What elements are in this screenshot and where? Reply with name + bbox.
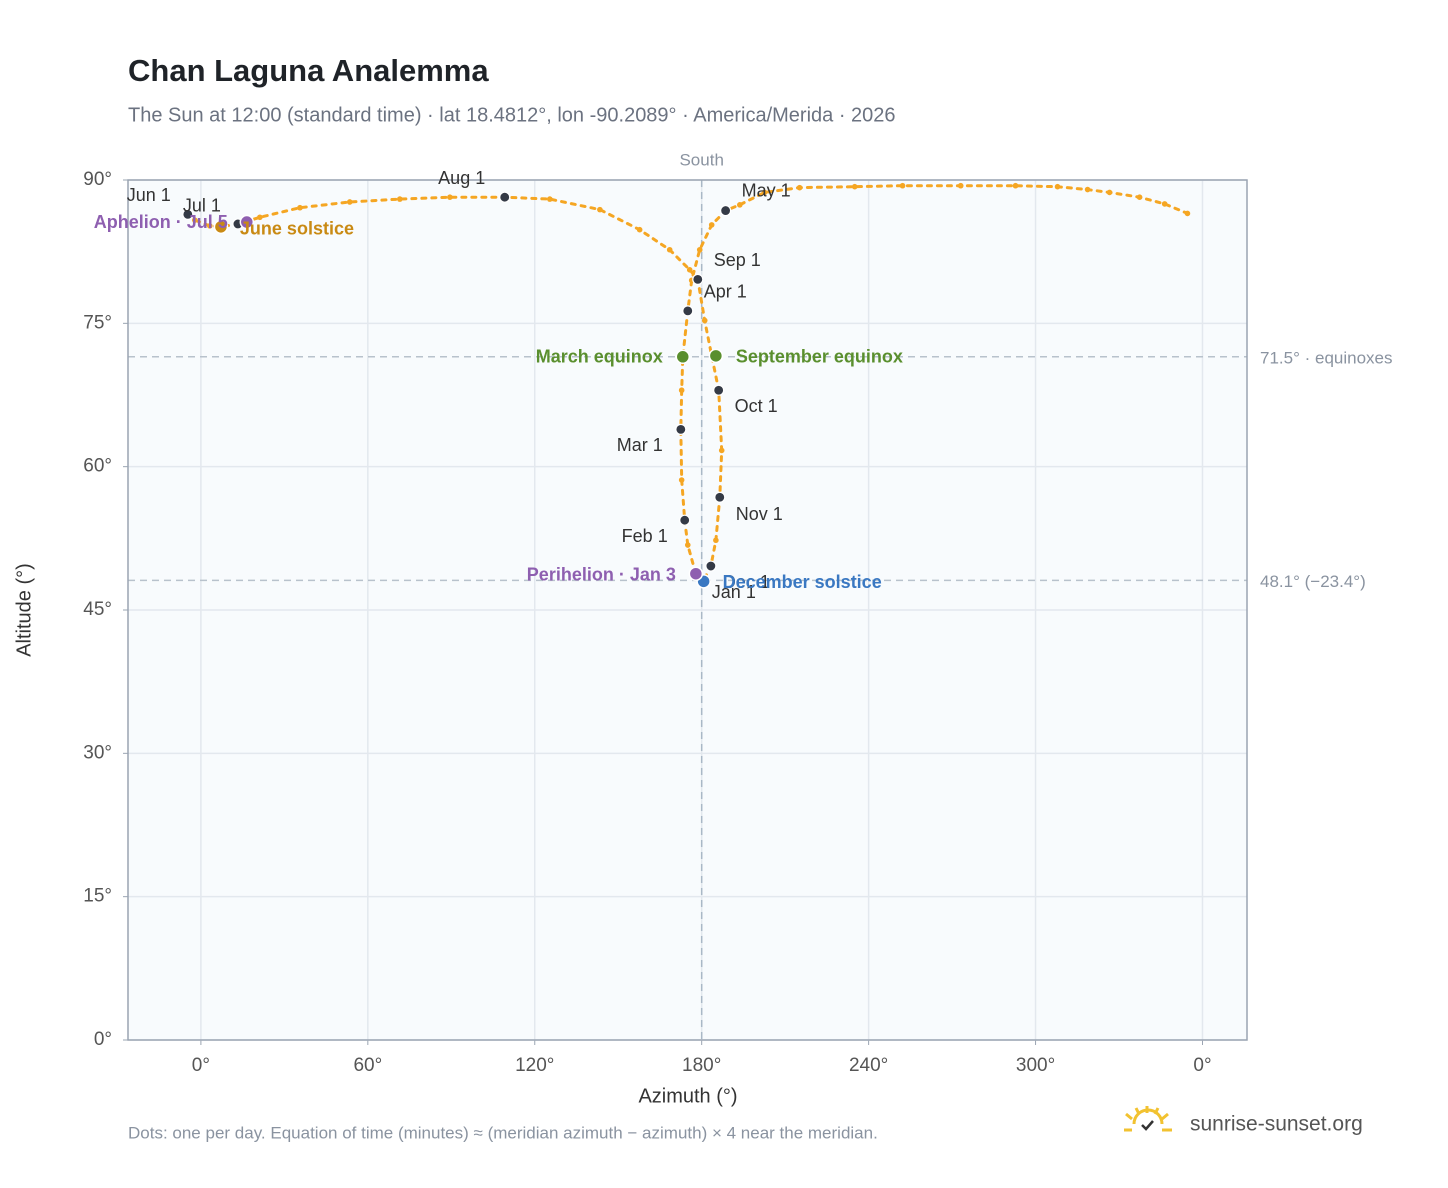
x-tick-label: 120° bbox=[515, 1055, 554, 1076]
day-dot bbox=[1084, 186, 1091, 193]
month-label: Jun 1 bbox=[127, 185, 171, 205]
day-dot bbox=[1012, 182, 1019, 189]
month-marker bbox=[679, 514, 691, 526]
day-dot bbox=[666, 246, 673, 253]
day-dot bbox=[597, 206, 603, 213]
month-label: May 1 bbox=[742, 180, 791, 200]
day-dot bbox=[257, 214, 263, 221]
day-dot bbox=[1106, 189, 1113, 196]
event-marker bbox=[675, 349, 691, 365]
day-dot bbox=[1184, 210, 1191, 217]
brand: sunrise-sunset.org bbox=[1190, 1113, 1363, 1136]
event-label: March equinox bbox=[536, 347, 663, 367]
y-tick-label: 0° bbox=[94, 1029, 112, 1050]
day-dot bbox=[397, 196, 403, 202]
month-label: Apr 1 bbox=[704, 282, 747, 302]
day-dot bbox=[737, 202, 743, 208]
month-marker bbox=[182, 208, 194, 220]
y-tick-label: 15° bbox=[83, 886, 112, 907]
footnote: Dots: one per day. Equation of time (min… bbox=[128, 1123, 878, 1142]
y-tick-label: 30° bbox=[83, 742, 112, 763]
y-axis-label: Altitude (°) bbox=[13, 563, 35, 657]
event-marker bbox=[213, 219, 229, 235]
month-label: Sep 1 bbox=[714, 250, 761, 270]
day-dot bbox=[686, 267, 693, 273]
day-dot bbox=[1136, 194, 1143, 200]
month-marker bbox=[499, 191, 511, 203]
marks bbox=[182, 182, 1191, 589]
day-dot bbox=[796, 184, 803, 191]
day-dot bbox=[678, 477, 685, 483]
y-tick-label: 45° bbox=[83, 599, 112, 620]
month-marker bbox=[714, 491, 726, 503]
day-dot bbox=[701, 317, 708, 324]
event-marker bbox=[239, 214, 255, 230]
day-dot bbox=[718, 447, 725, 454]
x-tick-label: 240° bbox=[849, 1055, 888, 1076]
month-marker bbox=[675, 423, 687, 435]
x-axis-label: Azimuth (°) bbox=[638, 1085, 737, 1107]
month-marker bbox=[692, 273, 704, 285]
event-label: Perihelion · Jan 3 bbox=[527, 564, 676, 584]
day-dot bbox=[297, 204, 303, 211]
day-dot bbox=[957, 182, 964, 189]
chart-title: Chan Laguna Analemma bbox=[128, 53, 489, 88]
day-dot bbox=[678, 387, 685, 394]
y-tick-label: 90° bbox=[83, 169, 112, 190]
month-label: Dec 1 bbox=[723, 572, 770, 592]
day-dot bbox=[851, 183, 858, 190]
y-tick-label: 60° bbox=[83, 456, 112, 477]
day-dot bbox=[713, 537, 719, 544]
day-dot bbox=[899, 182, 906, 189]
month-label: Mar 1 bbox=[617, 435, 663, 455]
day-dot bbox=[1054, 183, 1061, 190]
plot-frame bbox=[127, 179, 1248, 1041]
day-dot bbox=[696, 246, 703, 253]
month-label: Feb 1 bbox=[622, 526, 668, 546]
day-dot bbox=[447, 194, 453, 200]
month-marker bbox=[705, 560, 717, 572]
day-dot bbox=[206, 223, 213, 229]
day-dot bbox=[546, 196, 553, 202]
x-tick-label: 0° bbox=[192, 1055, 210, 1076]
day-dot bbox=[191, 217, 198, 223]
day-dot bbox=[346, 199, 353, 205]
day-dot bbox=[1161, 201, 1168, 207]
month-label: Jul 1 bbox=[183, 196, 221, 216]
event-label: December solstice bbox=[723, 572, 882, 592]
day-dot bbox=[708, 222, 715, 228]
month-marker bbox=[682, 305, 694, 317]
meridian-label: South bbox=[679, 150, 723, 169]
month-label: Jan 1 bbox=[712, 582, 756, 602]
day-dot bbox=[761, 189, 768, 196]
reference-label: 71.5° · equinoxes bbox=[1260, 348, 1393, 367]
day-dot bbox=[684, 542, 691, 548]
y-tick-label: 75° bbox=[83, 312, 112, 333]
event-label: Aphelion · Jul 5 bbox=[94, 212, 228, 232]
reference-label: 48.1° (−23.4°) bbox=[1260, 572, 1366, 591]
event-marker bbox=[708, 348, 724, 364]
event-marker bbox=[688, 566, 704, 581]
event-label: September equinox bbox=[736, 347, 903, 367]
x-tick-label: 0° bbox=[1193, 1055, 1211, 1076]
event-label: June solstice bbox=[240, 219, 354, 239]
month-label: Nov 1 bbox=[736, 504, 783, 524]
month-marker bbox=[713, 384, 725, 396]
x-tick-label: 60° bbox=[353, 1055, 382, 1076]
x-tick-label: 300° bbox=[1016, 1055, 1055, 1076]
brand-logo bbox=[1124, 1106, 1172, 1132]
day-dot bbox=[636, 226, 643, 233]
month-marker bbox=[720, 204, 732, 217]
month-label: Aug 1 bbox=[438, 168, 485, 188]
month-label: Oct 1 bbox=[735, 396, 778, 416]
chart-subtitle: The Sun at 12:00 (standard time) · lat 1… bbox=[128, 104, 896, 126]
x-tick-label: 180° bbox=[682, 1055, 721, 1076]
